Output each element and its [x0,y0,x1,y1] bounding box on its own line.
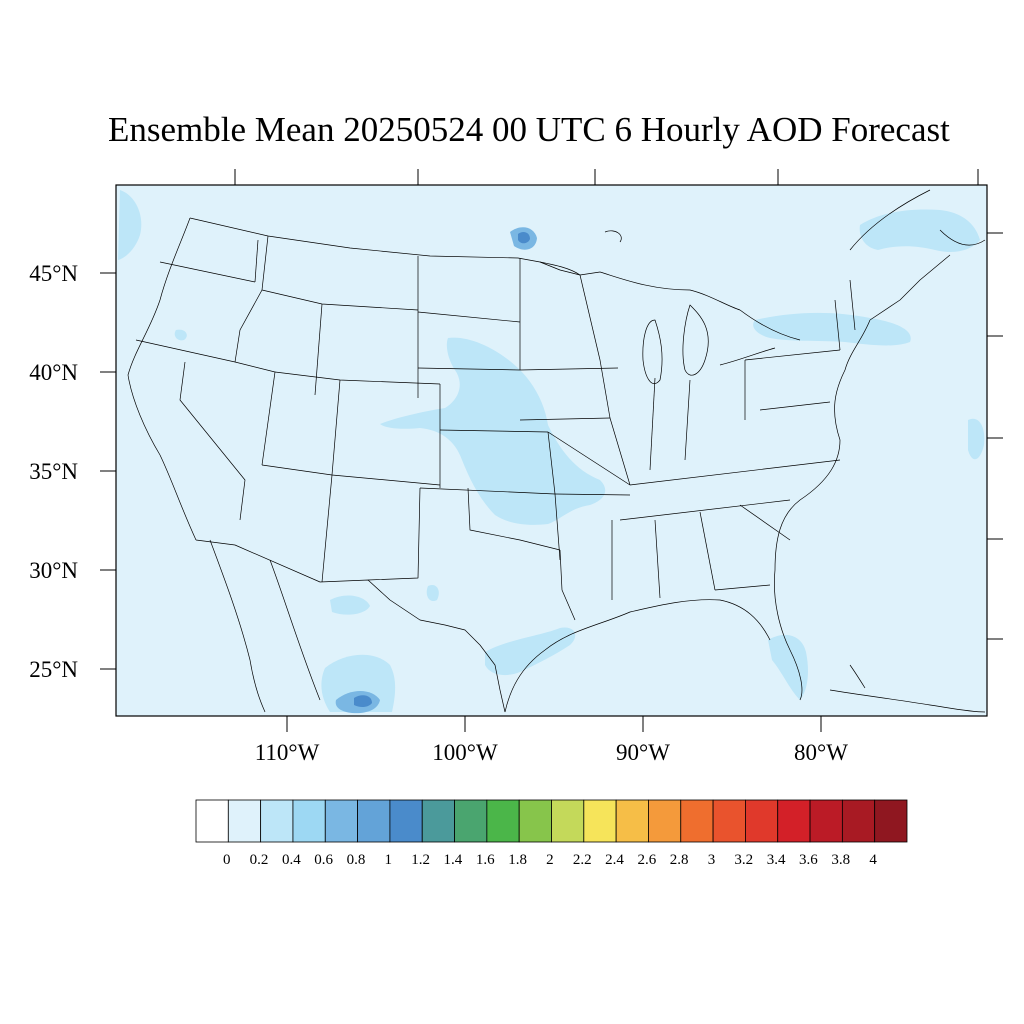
lon-label-80: 80°W [794,740,848,765]
latitude-labels: 45°N 40°N 35°N 30°N 25°N [29,261,78,682]
colorbar-label: 1.2 [411,852,430,868]
colorbar-label: 1.8 [508,852,527,868]
colorbar-label: 4 [869,852,877,868]
colorbar-box [680,799,714,843]
colorbar-box [486,799,520,843]
colorbar-label: 3.6 [799,852,818,868]
colorbar-label: 2.8 [670,852,689,868]
lat-label-35: 35°N [29,459,78,484]
colorbar-label: 1 [385,852,393,868]
lat-label-30: 30°N [29,558,78,583]
colorbar-label: 0.4 [282,852,301,868]
colorbar-box [777,799,811,843]
colorbar-box [324,799,358,843]
colorbar-box [551,799,585,843]
colorbar-labels: 0 0.2 0.4 0.6 0.8 1 1.2 1.4 1.6 1.8 2 2.2 2.4 2.6 2.8 3… [223,852,877,868]
colorbar-label: 2.6 [637,852,656,868]
colorbar-label: 3.2 [734,852,753,868]
colorbar-box [874,799,908,843]
colorbar-label: 3.4 [767,852,786,868]
colorbar-label: 1.6 [476,852,495,868]
colorbar-label: 2.4 [605,852,624,868]
map-frame [115,184,988,717]
colorbar-label: 2.2 [573,852,592,868]
colorbar-box [809,799,843,843]
colorbar-label: 0.2 [250,852,269,868]
colorbar-box [454,799,488,843]
colorbar-box [357,799,391,843]
colorbar-label: 0.8 [347,852,366,868]
colorbar-box [518,799,552,843]
state-boundaries [127,189,986,713]
colorbar-label: 1.4 [444,852,463,868]
colorbar-label: 0.6 [314,852,333,868]
bottom-tick-marks [286,716,822,732]
colorbar-box [712,799,746,843]
lat-label-40: 40°N [29,360,78,385]
lon-label-100: 100°W [432,740,498,765]
longitude-labels: 110°W 100°W 90°W 80°W [255,740,849,765]
lon-label-90: 90°W [616,740,670,765]
colorbar-box [841,799,876,843]
colorbar-box [745,799,779,843]
colorbar-box [292,799,326,843]
top-tick-marks [234,169,979,185]
colorbar-label: 3.8 [831,852,850,868]
right-tick-marks [987,232,1003,640]
colorbar-box [195,799,229,843]
lat-label-45: 45°N [29,261,78,286]
colorbar-label: 3 [708,852,716,868]
colorbar-box [260,799,294,843]
colorbar [195,799,908,843]
colorbar-box [389,799,423,843]
lat-label-25: 25°N [29,657,78,682]
colorbar-box [421,799,455,843]
colorbar-label: 2 [546,852,554,868]
colorbar-label: 0 [223,852,231,868]
map-title: Ensemble Mean 20250524 00 UTC 6 Hourly A… [108,110,950,149]
lon-label-110: 110°W [255,740,320,765]
aod-hotspots [335,227,537,714]
colorbar-box [583,799,617,843]
colorbar-box [648,799,682,843]
left-tick-marks [100,272,116,670]
colorbar-box [227,799,262,843]
colorbar-box [615,799,649,843]
